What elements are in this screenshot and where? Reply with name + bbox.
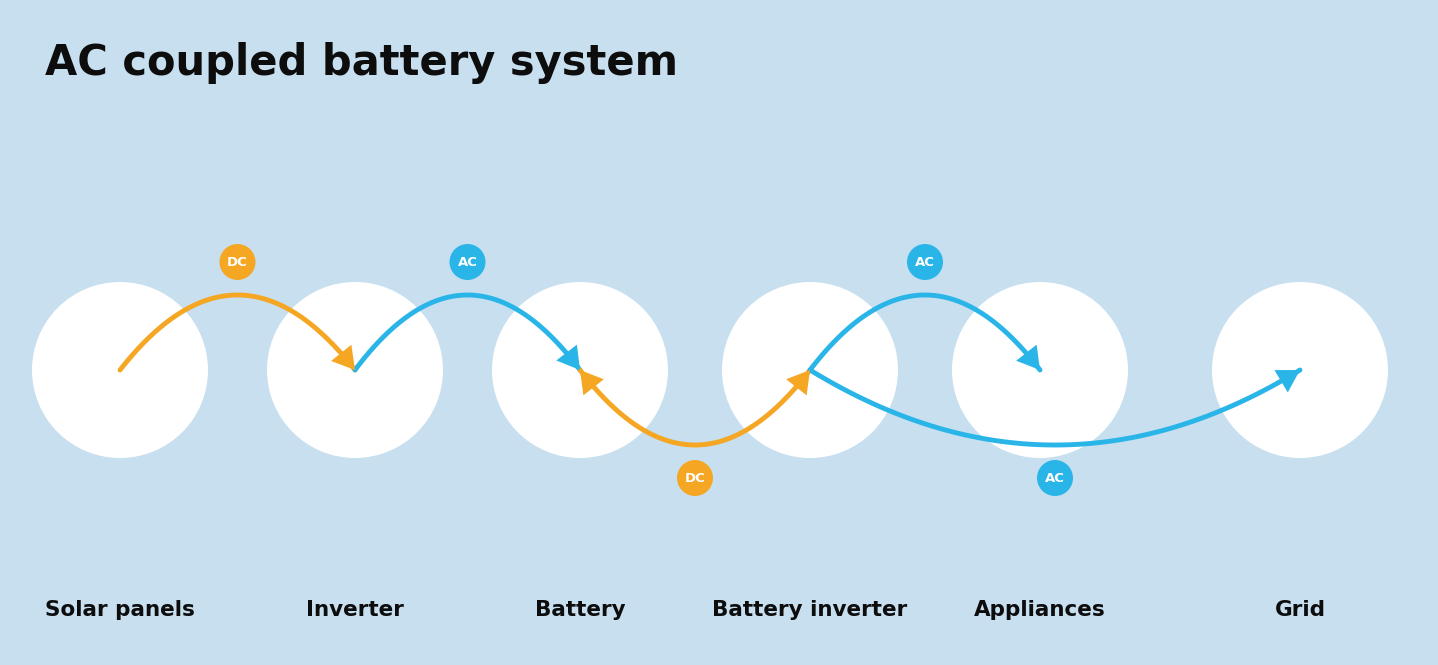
Text: Solar panels: Solar panels: [45, 600, 196, 620]
Circle shape: [220, 244, 256, 280]
Text: Inverter: Inverter: [306, 600, 404, 620]
Text: AC: AC: [457, 255, 477, 269]
Text: AC: AC: [915, 255, 935, 269]
Polygon shape: [787, 370, 810, 395]
Circle shape: [1212, 282, 1388, 458]
Text: Grid: Grid: [1274, 600, 1326, 620]
Circle shape: [677, 460, 713, 496]
Circle shape: [32, 282, 209, 458]
Circle shape: [492, 282, 669, 458]
Text: AC coupled battery system: AC coupled battery system: [45, 42, 677, 84]
Circle shape: [952, 282, 1127, 458]
Circle shape: [267, 282, 443, 458]
Circle shape: [1037, 460, 1073, 496]
Polygon shape: [1017, 344, 1040, 370]
Polygon shape: [331, 344, 355, 370]
Polygon shape: [580, 370, 604, 395]
Text: Battery inverter: Battery inverter: [712, 600, 907, 620]
Text: DC: DC: [684, 471, 706, 485]
Text: DC: DC: [227, 255, 247, 269]
Circle shape: [722, 282, 897, 458]
Circle shape: [907, 244, 943, 280]
Polygon shape: [1274, 370, 1300, 392]
Circle shape: [450, 244, 486, 280]
Polygon shape: [557, 344, 580, 370]
Text: AC: AC: [1045, 471, 1066, 485]
Text: Battery: Battery: [535, 600, 626, 620]
Text: Appliances: Appliances: [974, 600, 1106, 620]
